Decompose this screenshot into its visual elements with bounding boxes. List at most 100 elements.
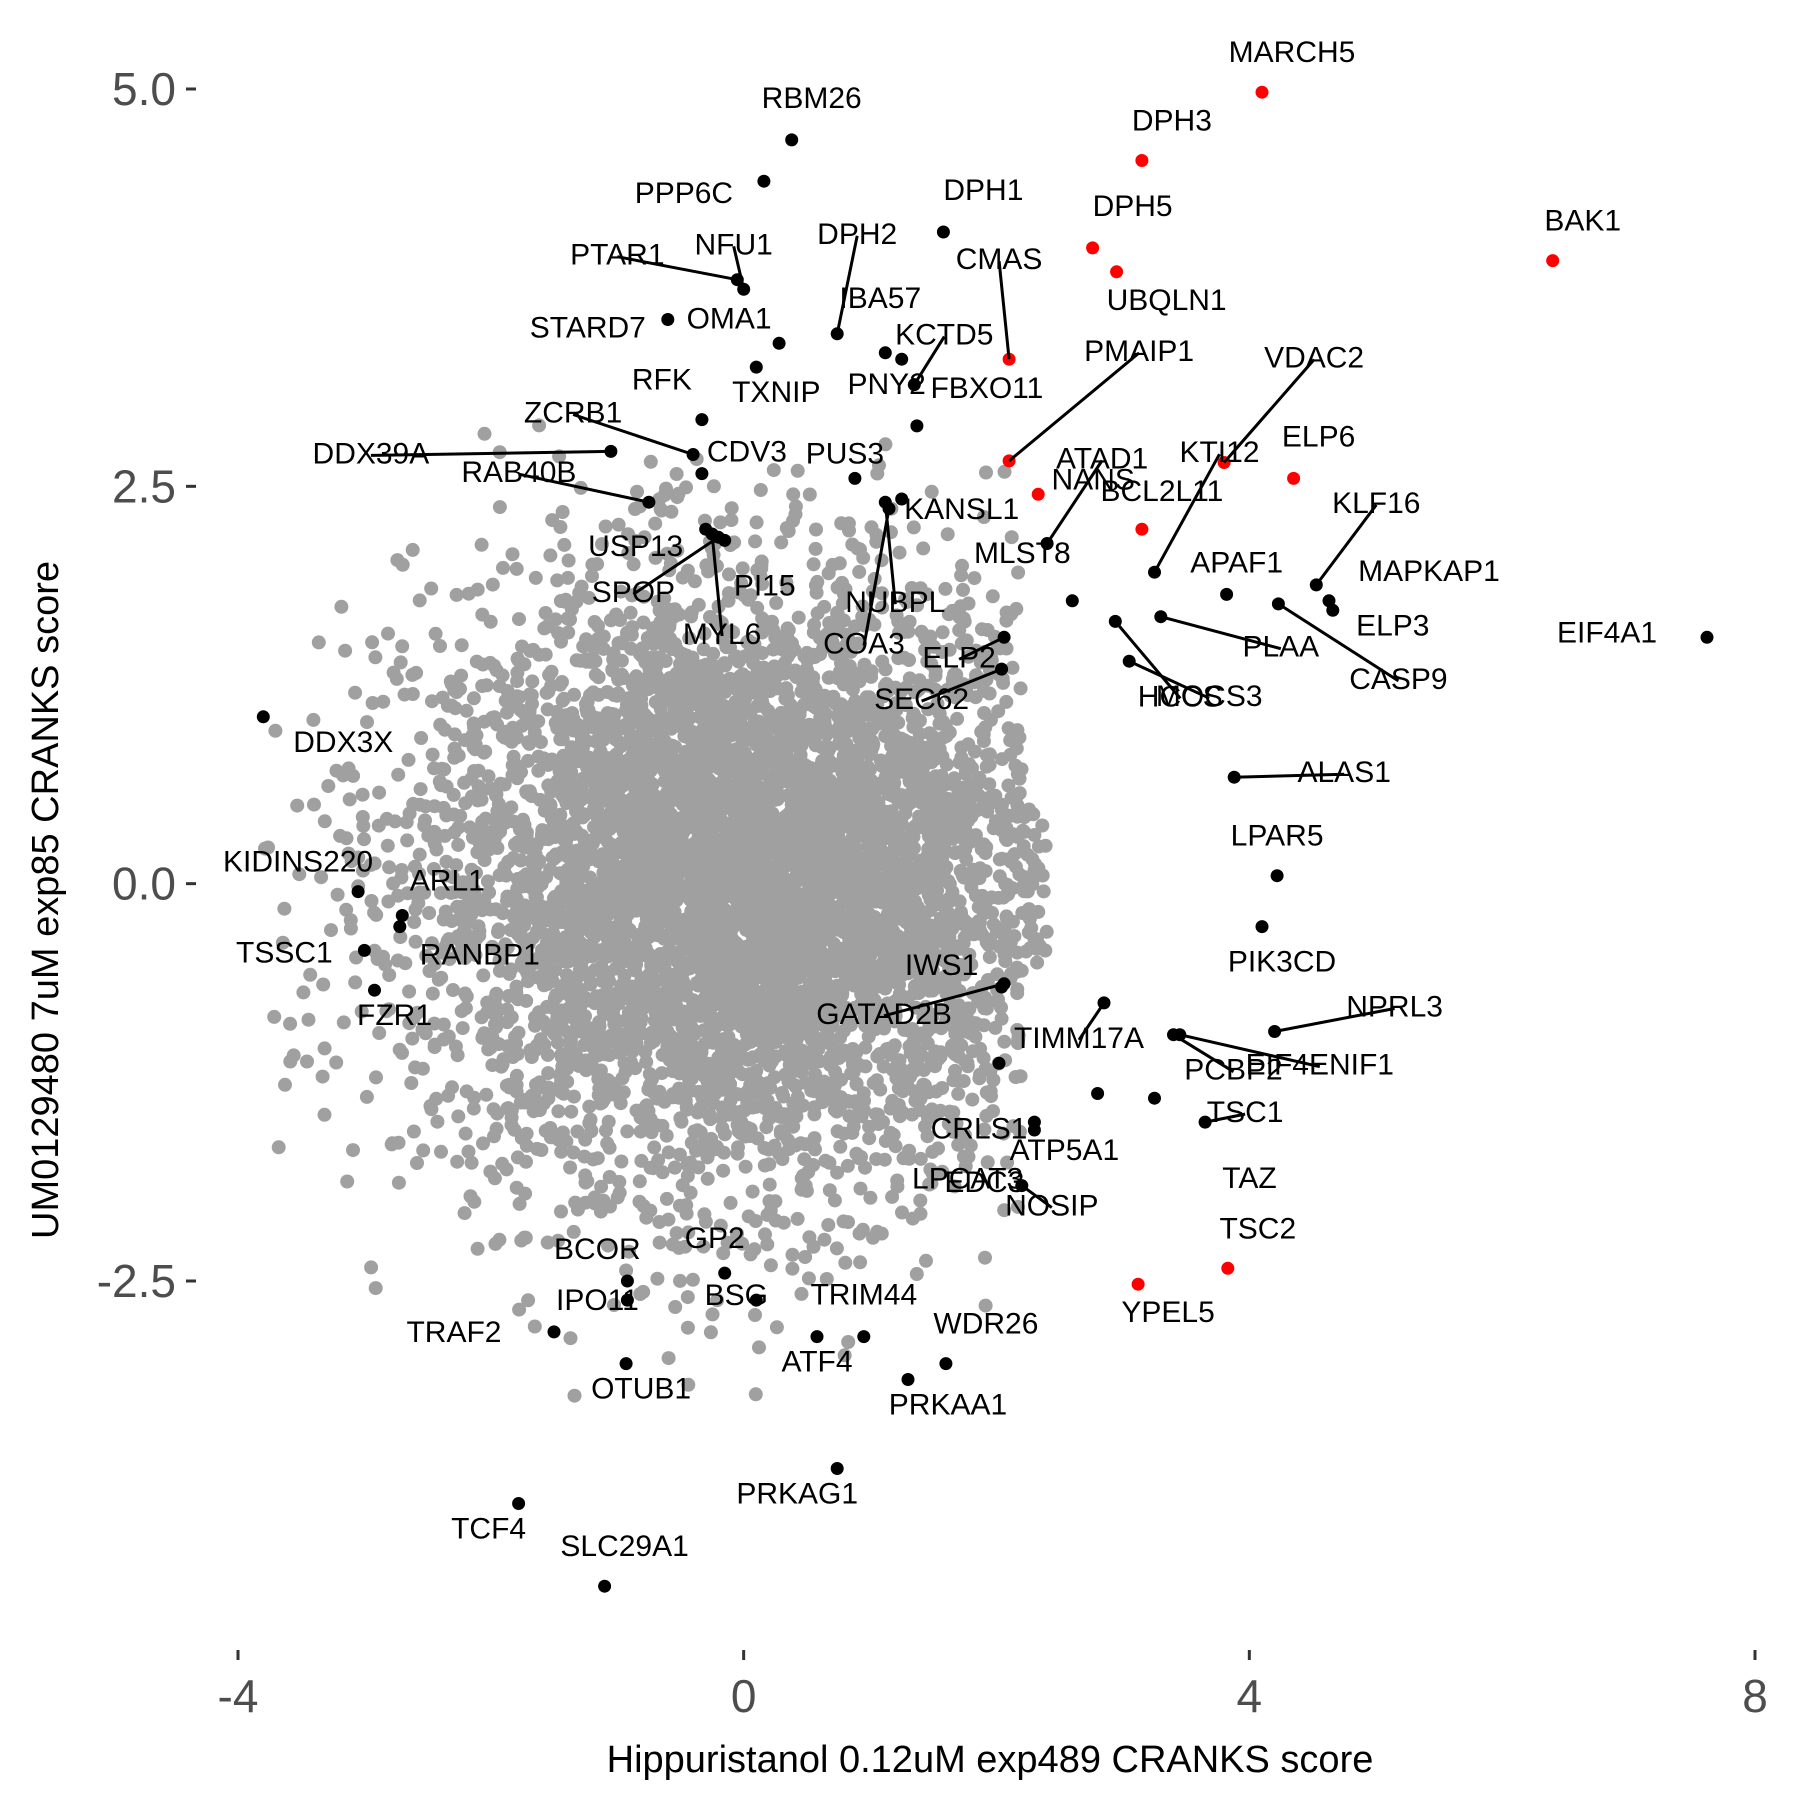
background-point [967, 927, 981, 942]
background-point [556, 1022, 571, 1037]
background-point [545, 912, 559, 927]
background-point [1011, 565, 1026, 580]
background-point [639, 1055, 654, 1069]
background-point [321, 779, 336, 793]
background-point [617, 934, 632, 949]
background-point [563, 989, 578, 1004]
background-point [457, 1206, 472, 1221]
background-point [382, 968, 397, 982]
background-point [790, 463, 805, 478]
background-point [902, 1143, 917, 1158]
background-point [554, 1144, 569, 1159]
background-point [519, 1154, 533, 1169]
background-point [602, 1140, 617, 1155]
background-point [1012, 1124, 1027, 1139]
background-point [1000, 1155, 1015, 1170]
background-point [972, 865, 987, 880]
background-point [758, 1227, 772, 1242]
background-point [410, 1156, 424, 1170]
background-point [918, 643, 933, 657]
background-point [704, 992, 719, 1007]
background-point [703, 1325, 718, 1340]
background-point [462, 820, 477, 835]
background-point [406, 1124, 421, 1139]
background-point [589, 943, 604, 957]
background-point [342, 792, 357, 807]
background-point [985, 589, 1000, 604]
background-point [698, 850, 713, 865]
background-point [713, 776, 728, 791]
background-point [785, 1247, 800, 1262]
background-point [829, 1241, 844, 1256]
background-point [339, 902, 354, 917]
background-point [1019, 944, 1034, 959]
background-point [762, 1177, 777, 1192]
background-point [878, 662, 893, 677]
background-point [963, 1138, 978, 1153]
background-point [667, 1160, 682, 1175]
background-point [991, 704, 1006, 719]
background-point [553, 677, 568, 692]
background-point [748, 1214, 763, 1228]
background-point [997, 464, 1012, 479]
background-point [852, 1226, 867, 1241]
background-point [648, 550, 663, 565]
background-point [875, 600, 890, 615]
background-point [1010, 1199, 1025, 1214]
background-point [685, 1272, 700, 1287]
background-point [850, 914, 865, 929]
background-point [798, 1250, 813, 1264]
background-point [431, 972, 446, 987]
background-point [551, 1233, 566, 1248]
background-point [802, 487, 817, 502]
background-point [402, 984, 417, 999]
background-point [806, 557, 821, 572]
background-point [972, 770, 987, 785]
background-point [668, 1300, 683, 1314]
background-point [407, 915, 422, 929]
background-point [523, 1043, 538, 1058]
background-point [586, 1152, 601, 1167]
background-point [619, 1263, 634, 1278]
background-point [444, 698, 459, 713]
background-point [723, 1195, 738, 1210]
background-point [670, 678, 684, 693]
background-point [509, 561, 524, 576]
background-point [425, 694, 439, 709]
background-point [394, 863, 409, 877]
background-point [913, 1151, 928, 1166]
background-point [303, 967, 318, 982]
background-point [984, 1089, 998, 1104]
background-point [862, 1131, 877, 1146]
background-point [451, 837, 466, 852]
background-point [673, 1273, 687, 1288]
background-point [588, 654, 603, 669]
background-point [386, 665, 401, 680]
background-point [439, 854, 454, 869]
background-point [512, 1302, 527, 1317]
background-point [853, 1181, 868, 1196]
background-point [661, 1351, 676, 1366]
background-point [561, 553, 576, 568]
background-point [655, 1047, 670, 1062]
background-point [404, 1076, 419, 1090]
background-point [341, 761, 356, 776]
background-point [1036, 884, 1051, 899]
background-point [762, 1058, 777, 1073]
background-point [913, 1206, 928, 1221]
background-point [772, 1146, 787, 1161]
background-point [316, 977, 331, 992]
background-point [659, 1128, 674, 1143]
background-point [408, 934, 423, 949]
background-point [447, 825, 462, 840]
background-point [506, 850, 521, 865]
background-point [643, 454, 658, 469]
background-point [365, 635, 380, 650]
background-point [541, 1080, 556, 1095]
background-point [364, 894, 379, 908]
background-point [763, 1258, 778, 1273]
background-point [334, 599, 349, 614]
background-point [427, 1016, 442, 1031]
background-point [852, 564, 867, 579]
